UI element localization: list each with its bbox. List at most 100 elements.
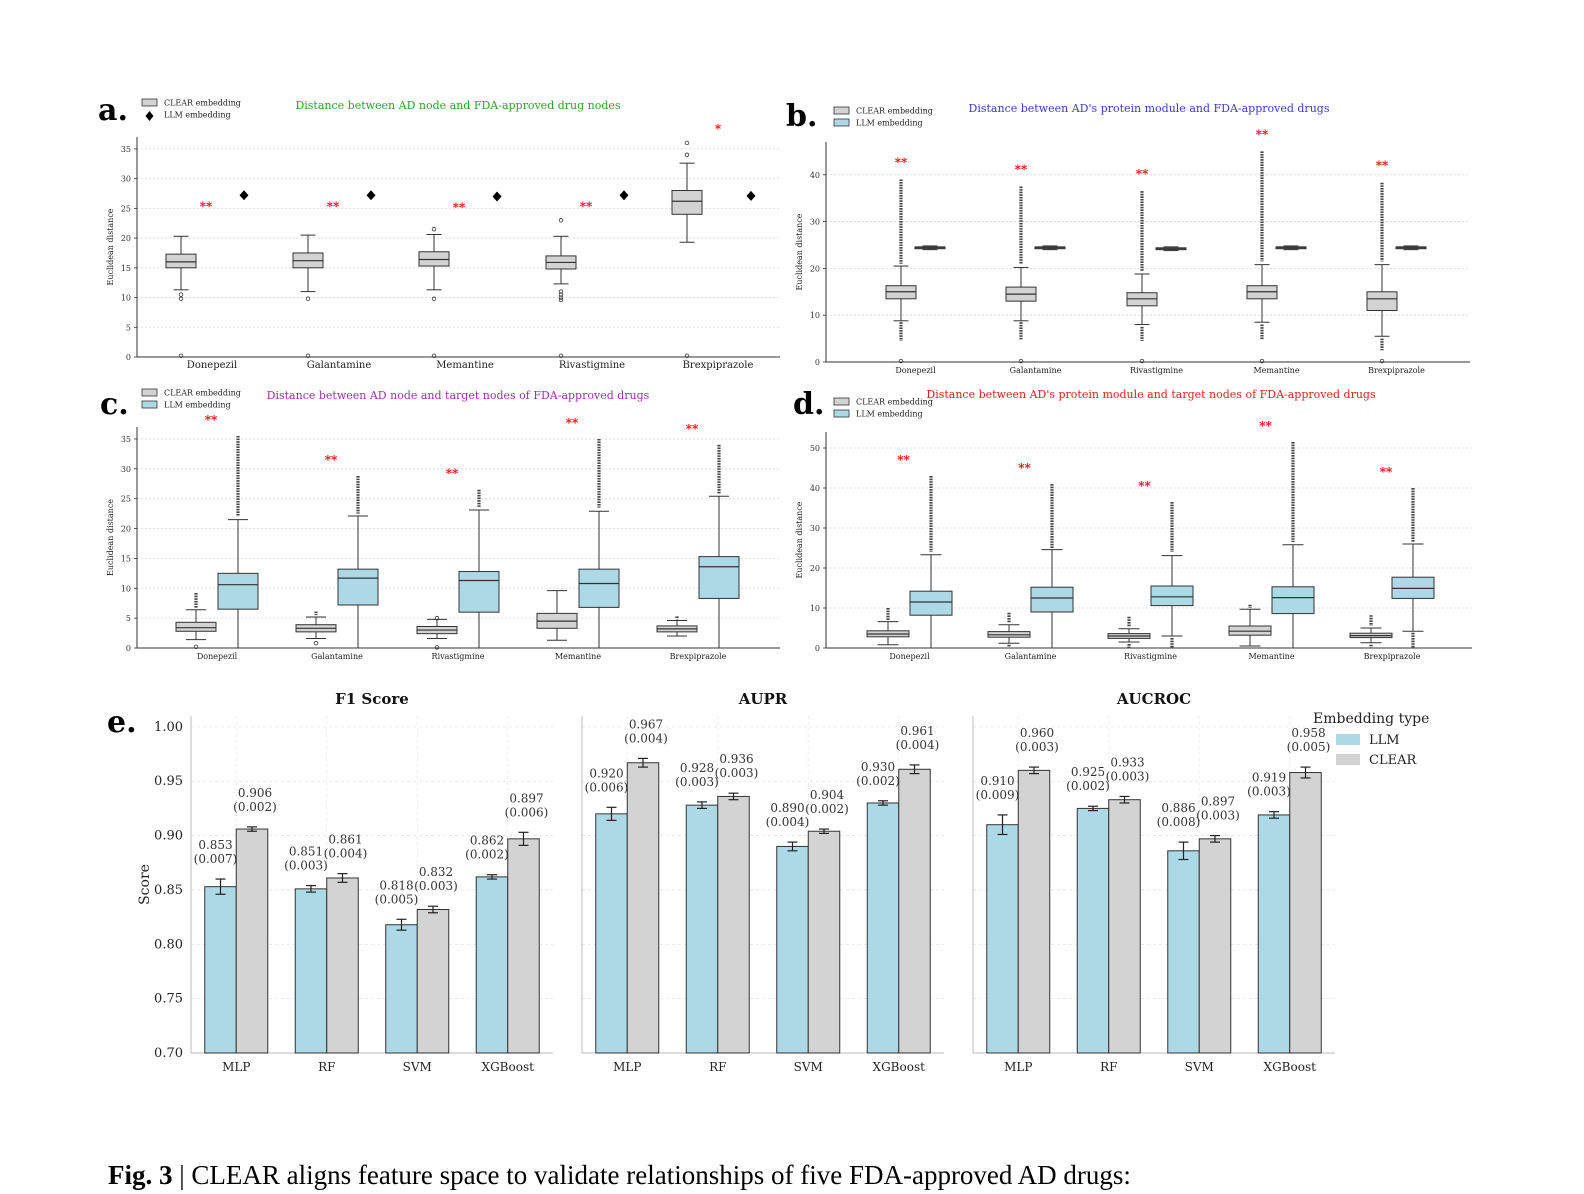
llm-point-marker — [746, 190, 756, 201]
box-outlier — [305, 296, 311, 301]
x-tick-label: Brexpiprazole — [1368, 366, 1425, 375]
data-label-sd: (0.009) — [976, 788, 1020, 802]
data-label-sd: (0.007) — [194, 852, 238, 866]
y-tick-label: 20 — [810, 264, 820, 273]
llm-point-marker — [619, 190, 629, 201]
y-tick-label: 30 — [121, 465, 131, 474]
panel-d-title: Distance between AD's protein module and… — [926, 388, 1376, 401]
x-tick-label: Galantamine — [1005, 652, 1057, 661]
box — [914, 245, 946, 251]
box — [295, 611, 337, 646]
box — [987, 612, 1031, 648]
y-tick-label: 5 — [126, 614, 131, 623]
panel-e-subplot-3: AUCROCMLP0.910(0.009)0.960(0.003)RF0.925… — [972, 690, 1335, 1074]
box-outlier — [431, 296, 437, 301]
box — [656, 616, 698, 637]
data-label-sd: (0.004) — [624, 731, 668, 745]
y-axis-label: Euclidean distance — [106, 499, 115, 576]
legend-label-clear: CLEAR embedding — [856, 398, 933, 407]
significance-marker: ** — [686, 422, 699, 436]
panel-a: a. Distance between AD node and FDA-appro… — [98, 93, 780, 371]
data-label-sd: (0.004) — [324, 847, 368, 861]
data-label-value: 0.928 — [680, 761, 714, 775]
panel-c-label: c. — [100, 387, 129, 422]
x-tick-label: Rivastigmine — [559, 360, 625, 371]
x-tick-label: Donepezil — [895, 366, 936, 375]
data-label-value: 0.897 — [1201, 795, 1235, 809]
bar — [1289, 772, 1322, 1054]
bar — [986, 824, 1019, 1054]
legend-label-llm: LLM embedding — [164, 401, 231, 410]
panel-b-label: b. — [786, 99, 817, 134]
box-outlier — [1139, 358, 1145, 364]
box-outlier — [1259, 358, 1265, 364]
box-iqr — [217, 572, 259, 610]
y-tick-label: 40 — [810, 171, 820, 180]
data-label-sd: (0.002) — [1066, 779, 1110, 793]
box-outlier — [684, 152, 690, 158]
box-outlier — [684, 140, 690, 146]
data-label-value: 0.832 — [419, 865, 453, 879]
data-label-value: 0.933 — [1110, 755, 1144, 769]
y-axis-label: Score — [137, 864, 153, 905]
y-tick-label: 0 — [126, 353, 131, 362]
y-tick-label: 10 — [810, 311, 820, 320]
box — [671, 140, 703, 359]
data-label-sd: (0.002) — [233, 800, 277, 814]
box — [175, 593, 217, 650]
legend-label-clear: CLEAR embedding — [164, 389, 241, 398]
data-label-value: 0.920 — [589, 766, 623, 780]
box-iqr — [1228, 625, 1272, 636]
x-tick-label: SVM — [794, 1060, 823, 1074]
data-label-sd: (0.006) — [585, 780, 629, 794]
x-tick-label: XGBoost — [873, 1060, 926, 1074]
box-outlier — [898, 358, 904, 364]
panel-b-title: Distance between AD's protein module and… — [969, 102, 1330, 115]
bar — [1076, 807, 1110, 1054]
data-label-value: 0.919 — [1252, 771, 1286, 785]
y-tick-label: 0.70 — [154, 1046, 183, 1061]
box — [1246, 151, 1278, 364]
box-outlier — [558, 292, 564, 297]
x-tick-label: Brexpiprazole — [1364, 652, 1421, 661]
significance-marker: ** — [580, 199, 593, 213]
x-tick-label: Galantamine — [1010, 366, 1062, 375]
significance-marker: * — [715, 122, 722, 136]
box — [1155, 246, 1187, 252]
x-tick-label: MLP — [613, 1060, 641, 1074]
panel-d: d. Distance between AD's protein module a… — [793, 387, 1472, 661]
box-iqr — [698, 556, 740, 599]
llm-point-marker — [239, 190, 249, 201]
significance-marker: ** — [1256, 127, 1269, 141]
bar — [416, 909, 450, 1054]
bar — [1257, 814, 1291, 1054]
box — [1126, 191, 1158, 364]
data-label-value: 0.930 — [861, 760, 895, 774]
x-tick-label: RF — [318, 1060, 335, 1074]
y-tick-label: 35 — [121, 435, 131, 444]
data-label-sd: (0.004) — [896, 738, 940, 752]
box — [418, 226, 450, 359]
y-tick-label: 10 — [121, 294, 131, 303]
panel-e-legend: Embedding type LLM CLEAR — [1313, 711, 1429, 768]
y-tick-label: 50 — [810, 444, 820, 453]
box-iqr — [1030, 586, 1074, 613]
legend-label-llm: LLM — [1369, 733, 1400, 748]
legend-swatch-llm — [141, 400, 158, 409]
y-tick-label: 0.90 — [154, 829, 183, 844]
box — [1275, 245, 1307, 251]
y-tick-label: 0.95 — [154, 774, 183, 789]
box-outlier — [558, 218, 564, 223]
box-iqr — [175, 621, 217, 632]
box — [458, 489, 500, 649]
data-label-sd: (0.002) — [856, 774, 900, 788]
legend-swatch-llm — [833, 118, 850, 127]
data-label-sd: (0.003) — [284, 859, 328, 873]
y-axis-label: Euclidean distance — [106, 208, 115, 285]
data-label-value: 0.967 — [629, 717, 663, 731]
y-tick-label: 5 — [126, 323, 131, 332]
box-iqr — [909, 590, 953, 616]
legend-label-clear: CLEAR embedding — [856, 107, 933, 116]
box-outlier — [434, 615, 440, 621]
x-tick-label: Brexpiprazole — [683, 360, 754, 371]
